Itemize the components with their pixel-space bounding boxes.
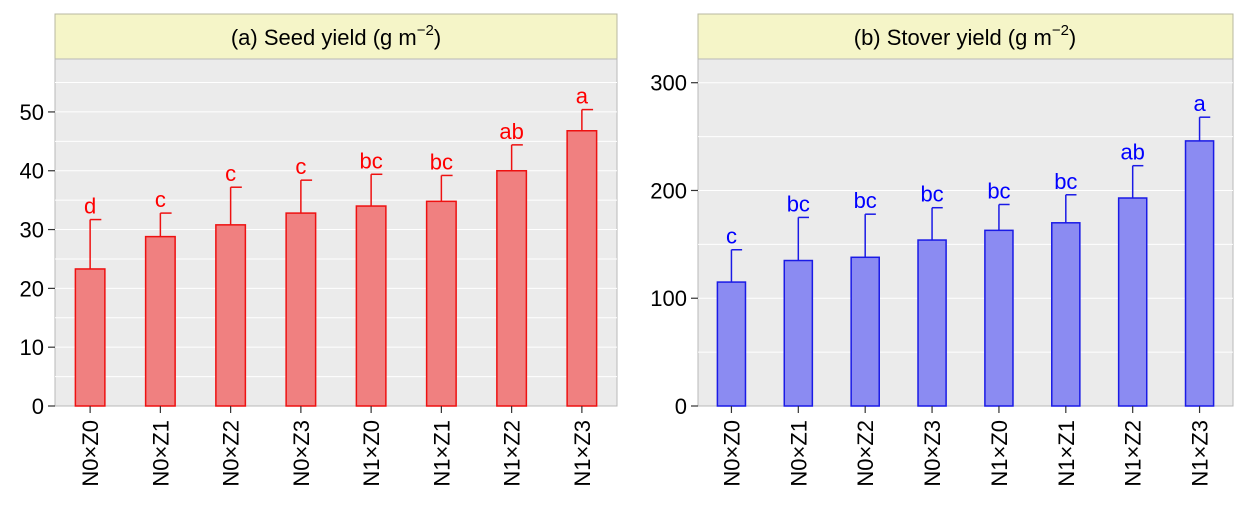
panel-b-x-tick-label: N1×Z2 <box>1121 420 1146 487</box>
panel-b-plot-area <box>697 58 1234 407</box>
panel-b-significance-label: a <box>1193 91 1206 116</box>
panel-a-bar <box>215 224 247 407</box>
panel-a-title: (a) Seed yield (g m−2) <box>231 22 441 50</box>
panel-b-x-tick-label: N1×Z1 <box>1054 420 1079 487</box>
panel-a-x-axis: N0×Z0 N0×Z1 N0×Z2 N0×Z3 N1×Z0 N1×Z1 N1×Z2 N1×Z3 <box>78 406 595 487</box>
panel-b-x-tick-label: N1×Z3 <box>1188 420 1213 487</box>
panel-b-bar <box>1051 222 1081 407</box>
panel-a-x-tick-label: N1×Z1 <box>429 420 454 487</box>
panel-b-bar <box>1184 140 1215 407</box>
panel-b-bar <box>917 239 947 407</box>
panel-a-x-tick-label: N0×Z3 <box>289 420 314 487</box>
panel-b-significance-label: bc <box>1054 169 1077 194</box>
panel-a-bar <box>425 200 457 407</box>
panel-a-y-tick-label: 10 <box>20 335 44 360</box>
panel-b-y-tick-label: 0 <box>675 394 687 419</box>
panel-b-title: (b) Stover yield (g m−2) <box>854 22 1077 50</box>
panel-a-bars: d c c c bc bc ab a <box>74 84 598 407</box>
panel-b-x-tick-label: N0×Z1 <box>786 420 811 487</box>
panel-b-significance-label: ab <box>1120 140 1144 165</box>
panel-b-y-tick-label: 100 <box>650 286 687 311</box>
panel-a-significance-label: bc <box>360 148 383 173</box>
panel-b-x-axis: N0×Z0 N0×Z1 N0×Z2 N0×Z3 N1×Z0 N1×Z1 N1×Z2 N1×Z3 <box>719 406 1213 487</box>
panel-a: (a) Seed yield (g m−2) 0 10 20 30 40 50 d c c c b… <box>20 13 618 487</box>
panel-a-bar <box>355 205 387 407</box>
panel-b-y-tick-label: 200 <box>650 178 687 203</box>
panel-a-significance-label: bc <box>430 149 453 174</box>
panel-b-significance-label: bc <box>787 191 810 216</box>
panel-a-significance-label: d <box>84 194 96 219</box>
panel-b-bar <box>783 259 814 407</box>
panel-a-y-tick-label: 20 <box>20 276 44 301</box>
panel-a-x-tick-label: N0×Z0 <box>78 420 103 487</box>
panel-a-y-tick-label: 40 <box>20 159 44 184</box>
panel-b-bar <box>984 229 1014 407</box>
panel-a-strip <box>54 13 618 60</box>
panel-a-significance-label: c <box>225 161 236 186</box>
panel-b-bar <box>716 281 747 407</box>
panel-a-bar <box>74 268 106 407</box>
panel-b-bar <box>850 256 880 407</box>
panel-b-x-tick-label: N0×Z0 <box>719 420 744 487</box>
panel-b-y-axis: 0 100 200 300 <box>650 71 698 419</box>
panel-a-x-tick-label: N1×Z0 <box>359 420 384 487</box>
panel-a-bar <box>566 130 598 407</box>
panel-b: (b) Stover yield (g m−2) 0 100 200 300 c bc b… <box>650 13 1234 487</box>
panel-a-significance-label: c <box>295 154 306 179</box>
panel-a-y-tick-label: 30 <box>20 218 44 243</box>
panel-b-x-tick-label: N1×Z0 <box>987 420 1012 487</box>
panel-a-bar <box>144 235 176 407</box>
panel-a-bar <box>285 212 317 407</box>
panel-a-x-tick-label: N1×Z2 <box>500 420 525 487</box>
panel-a-significance-label: ab <box>499 119 523 144</box>
panel-a-y-axis: 0 10 20 30 40 50 <box>20 100 55 419</box>
panel-b-significance-label: bc <box>920 182 943 207</box>
panel-b-bars: c bc bc bc bc bc ab a <box>716 91 1215 407</box>
panel-b-x-tick-label: N0×Z3 <box>920 420 945 487</box>
panel-a-significance-label: c <box>155 187 166 212</box>
panel-a-x-tick-label: N0×Z1 <box>148 420 173 487</box>
panel-a-plot-area <box>54 58 618 407</box>
panel-a-x-tick-label: N0×Z2 <box>219 420 244 487</box>
panel-b-x-tick-label: N0×Z2 <box>853 420 878 487</box>
panel-a-y-tick-label: 0 <box>32 394 44 419</box>
panel-b-bar <box>1117 197 1148 407</box>
panel-a-significance-label: a <box>576 84 589 109</box>
panel-b-significance-label: c <box>726 224 737 249</box>
panel-b-y-tick-label: 300 <box>650 71 687 96</box>
panel-a-x-tick-label: N1×Z3 <box>570 420 595 487</box>
panel-b-significance-label: bc <box>987 178 1010 203</box>
panel-b-significance-label: bc <box>854 188 877 213</box>
panel-a-y-tick-label: 50 <box>20 100 44 125</box>
panel-a-bar <box>496 169 528 407</box>
